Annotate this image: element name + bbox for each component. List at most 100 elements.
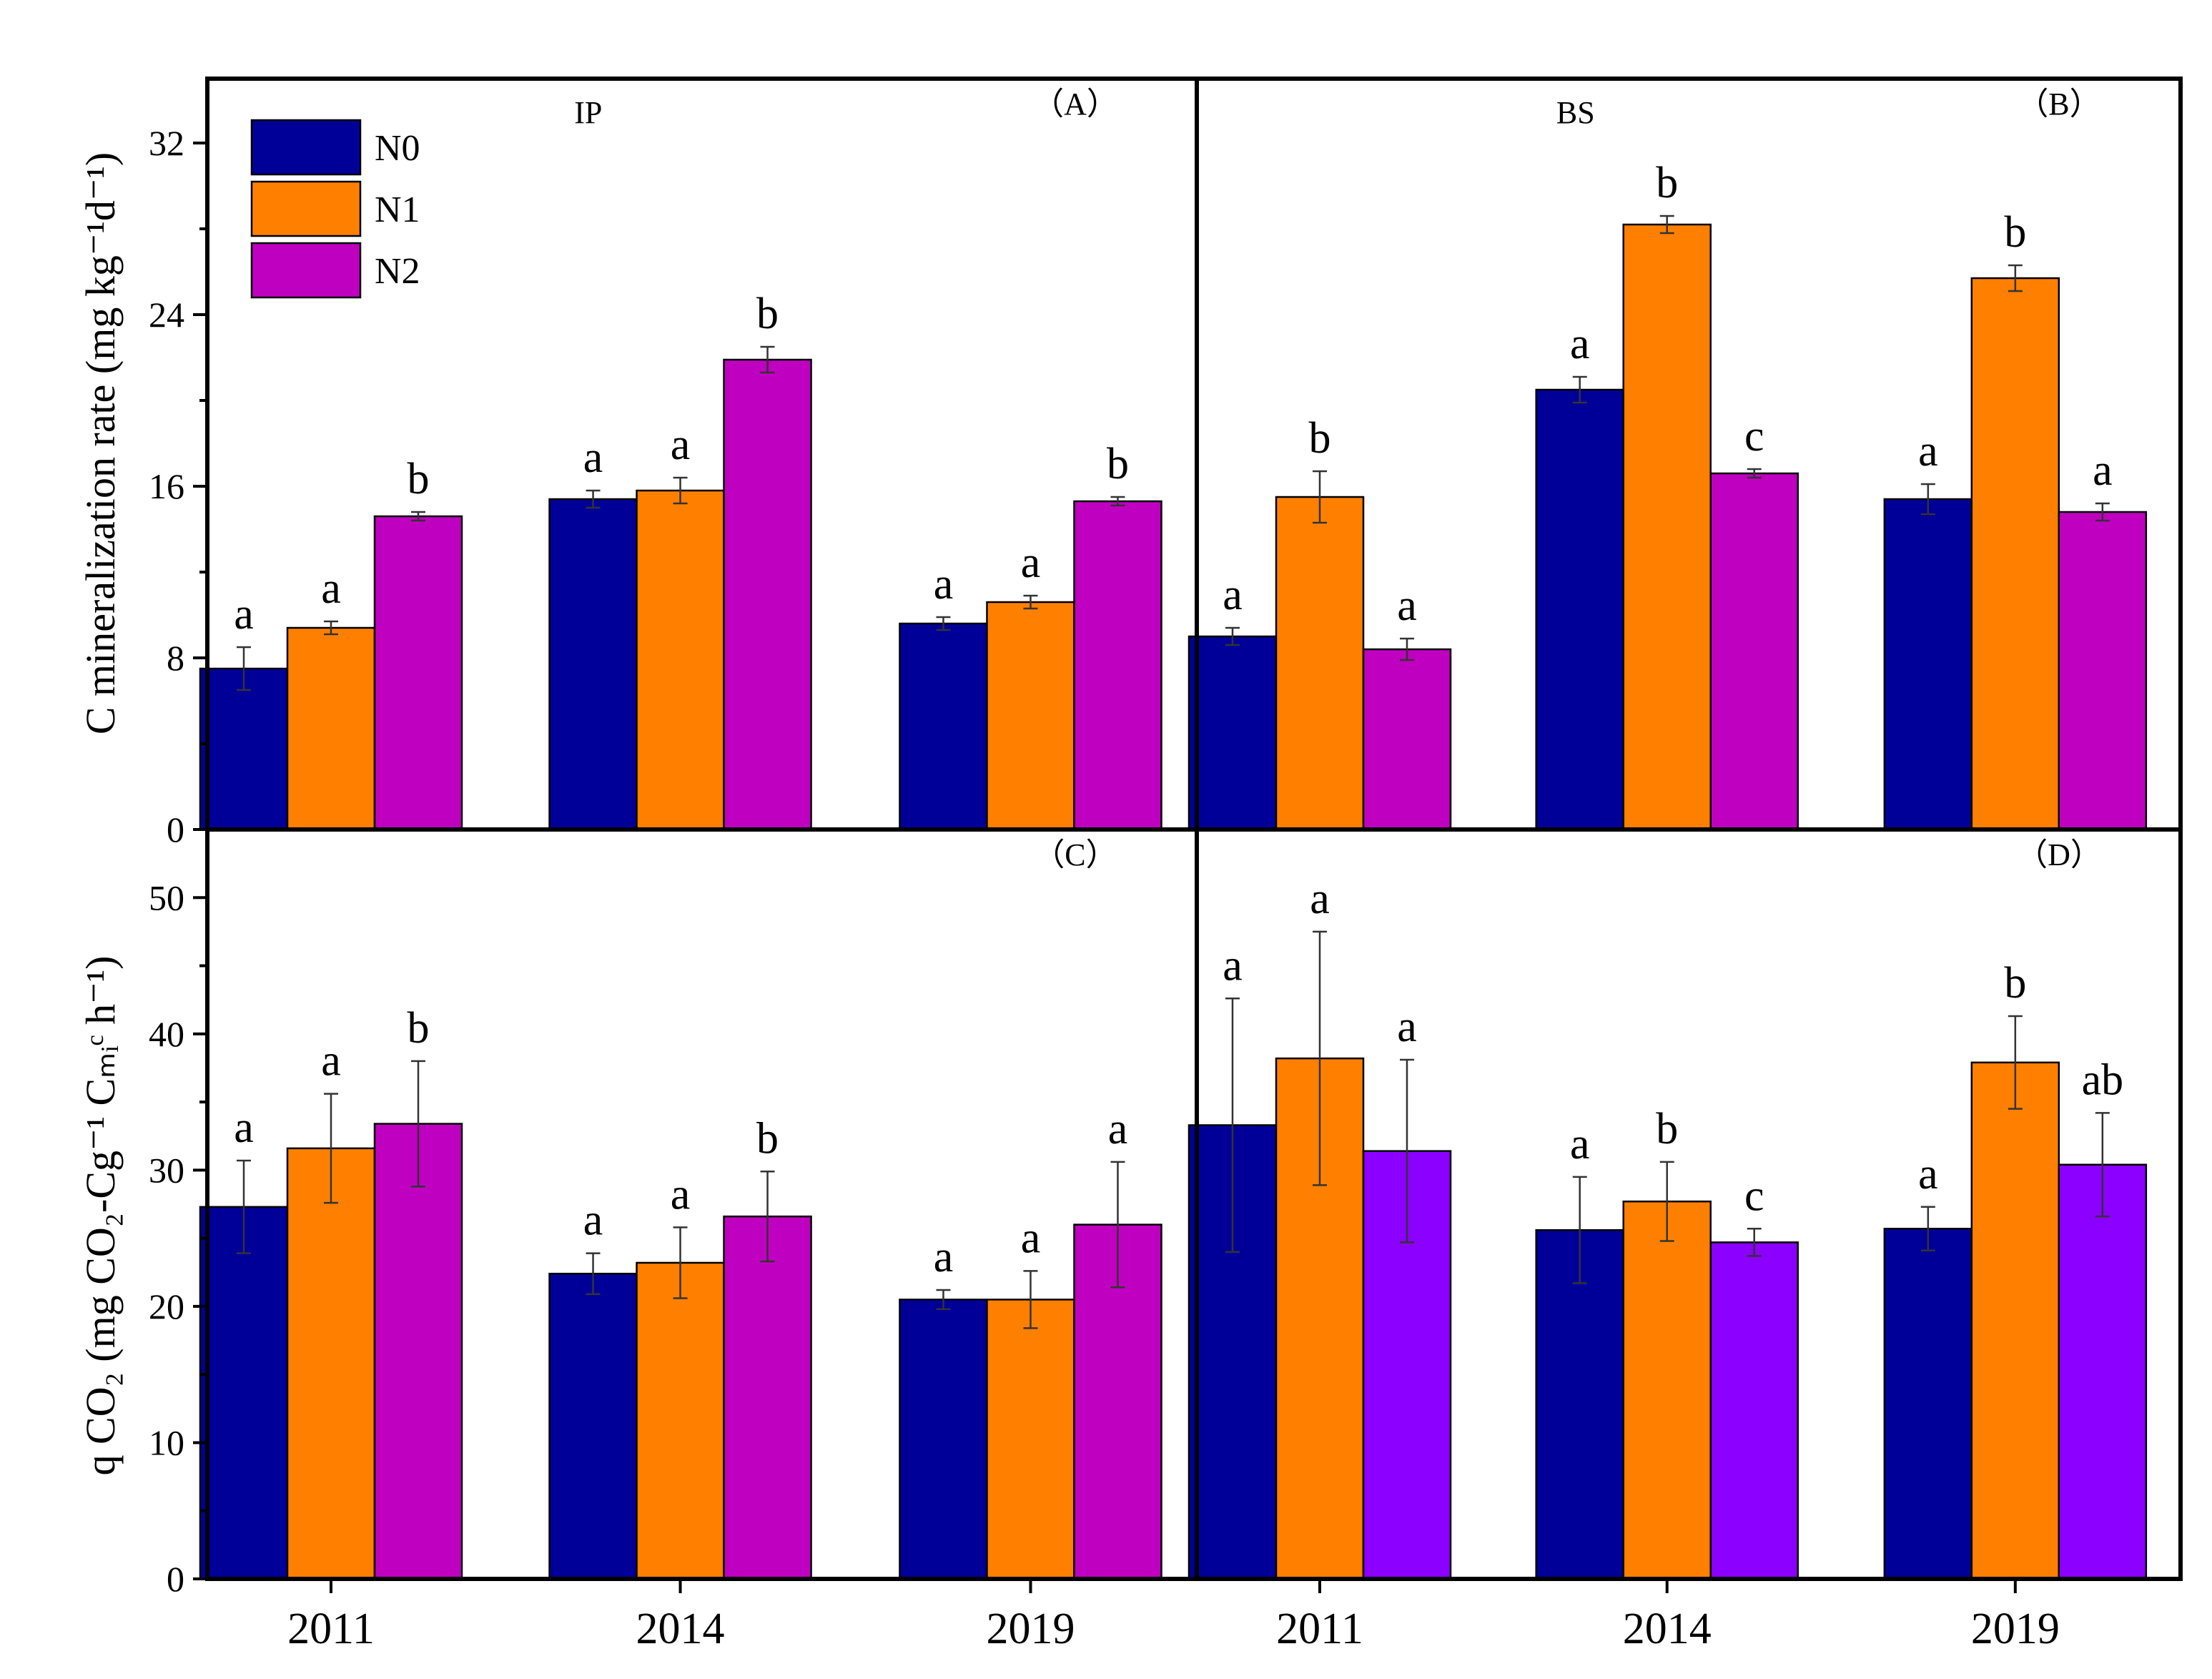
bar-A-N2-2019 [1073, 500, 1162, 831]
bar-D-N0-2014 [1535, 1229, 1624, 1580]
bar-B-N0-2011 [1188, 635, 1278, 831]
frames-layer [193, 77, 2183, 1593]
bars-layer [199, 119, 2148, 1580]
bar-C-N2-2011 [373, 1123, 463, 1580]
panel-label-D: （D） [2016, 837, 2102, 872]
error-bar-B-N0-2019 [1920, 483, 1935, 516]
legend-label-N2: N2 [375, 251, 420, 292]
sig-label-B-N1-2014: b [1656, 159, 1678, 207]
error-bar-C-N0-2019 [936, 1289, 951, 1310]
bar-B-N2-2014 [1709, 472, 1799, 831]
bar-A-N0-2011 [199, 667, 289, 831]
y-tick-label-C: 10 [149, 1422, 184, 1462]
error-bar-D-N0-2019 [1920, 1206, 1935, 1252]
sig-label-D-N2-2011: a [1397, 1003, 1417, 1051]
error-bar-C-N1-2011 [324, 1093, 338, 1204]
error-bar-B-N2-2011 [1400, 637, 1414, 661]
y-axis-title-bottom: q CO₂ (mg CO₂-Cg⁻¹ Cₘᵢᶜ h⁻¹) [77, 956, 124, 1476]
bar-B-N1-2011 [1275, 496, 1365, 831]
panel-frame-D [1195, 827, 2183, 1581]
sig-label-D-N1-2014: b [1656, 1105, 1678, 1153]
sig-label-A-N2-2014: b [756, 290, 779, 338]
sig-label-C-N0-2014: a [583, 1196, 603, 1245]
error-bar-C-N1-2014 [673, 1226, 688, 1299]
sig-label-B-N2-2019: a [2093, 446, 2113, 495]
error-bar-A-N2-2019 [1110, 496, 1125, 507]
sig-label-B-N0-2014: a [1570, 320, 1590, 368]
bar-A-N2-2014 [723, 358, 812, 831]
sig-label-D-N0-2014: a [1570, 1120, 1590, 1168]
bar-C-N1-2019 [986, 1299, 1075, 1580]
sig-label-C-N1-2014: a [671, 1170, 691, 1218]
sig-label-C-N0-2019: a [934, 1233, 954, 1281]
bar-B-N2-2019 [2058, 511, 2148, 831]
sig-label-C-N2-2019: a [1108, 1105, 1128, 1153]
sig-label-D-N2-2014: c [1744, 1171, 1764, 1220]
error-bar-C-N2-2014 [760, 1171, 775, 1263]
bar-B-N1-2019 [1970, 277, 2060, 831]
y-tick-label-C: 0 [167, 1559, 184, 1599]
error-bar-D-N2-2011 [1400, 1058, 1414, 1244]
bar-D-N2-2019 [2058, 1163, 2148, 1580]
error-bar-D-N2-2019 [2095, 1112, 2110, 1218]
bar-C-N2-2014 [723, 1215, 812, 1580]
error-bar-A-N0-2014 [586, 489, 601, 509]
sig-label-A-N1-2019: a [1021, 538, 1041, 587]
error-bar-B-N0-2011 [1225, 626, 1240, 646]
x-tick-label-C-2019: 2019 [986, 1605, 1075, 1653]
error-bar-B-N1-2019 [2008, 264, 2023, 292]
y-tick-label-A: 8 [167, 638, 184, 678]
error-bar-B-N1-2014 [1659, 215, 1674, 235]
error-bar-D-N2-2014 [1747, 1228, 1762, 1257]
sig-label-C-N1-2011: a [321, 1037, 341, 1085]
sig-label-C-N2-2011: b [408, 1004, 430, 1053]
bar-B-N1-2014 [1622, 223, 1712, 831]
bar-D-N2-2014 [1709, 1241, 1799, 1580]
bar-C-N1-2011 [286, 1147, 376, 1580]
sig-label-C-N0-2011: a [234, 1103, 254, 1152]
sig-label-D-N2-2019: ab [2082, 1055, 2124, 1104]
sig-label-A-N0-2019: a [934, 560, 954, 609]
sig-label-D-N1-2019: b [2004, 959, 2026, 1008]
error-bar-C-N0-2011 [237, 1159, 251, 1254]
y-tick-label-A: 24 [149, 295, 184, 335]
bar-D-N1-2014 [1622, 1200, 1712, 1580]
error-bar-A-N2-2011 [411, 511, 425, 522]
sig-label-A-N2-2019: b [1107, 440, 1129, 488]
bar-D-N0-2019 [1883, 1228, 1973, 1580]
error-bar-D-N1-2011 [1313, 930, 1327, 1186]
x-tick-label-C-2011: 2011 [287, 1605, 375, 1653]
sig-label-B-N2-2014: c [1744, 412, 1764, 461]
bar-B-N2-2011 [1362, 648, 1452, 831]
site-label-B: BS [1556, 95, 1595, 130]
y-tick-label-C: 50 [149, 877, 184, 917]
sig-label-B-N0-2019: a [1918, 427, 1938, 476]
error-bar-C-N2-2019 [1110, 1161, 1125, 1289]
error-bar-A-N1-2011 [324, 620, 338, 636]
error-bar-A-N2-2014 [760, 345, 775, 374]
x-tick-label-C-2014: 2014 [636, 1605, 725, 1653]
panel-label-C: （C） [1033, 837, 1117, 872]
error-bar-A-N1-2019 [1023, 594, 1038, 610]
error-bar-D-N1-2014 [1659, 1161, 1674, 1242]
sig-label-D-N0-2019: a [1918, 1150, 1938, 1198]
bar-A-N1-2014 [636, 489, 725, 831]
bar-B-N0-2014 [1535, 388, 1624, 831]
bar-C-N0-2014 [548, 1272, 638, 1580]
sig-label-A-N1-2014: a [671, 420, 691, 469]
sig-label-C-N1-2019: a [1021, 1213, 1041, 1262]
sig-label-B-N1-2011: b [1309, 414, 1331, 463]
legend-swatch-N0 [250, 119, 362, 176]
bar-A-N1-2011 [286, 626, 376, 831]
error-bar-C-N1-2019 [1023, 1270, 1038, 1329]
sig-label-B-N1-2019: b [2004, 208, 2026, 257]
error-bar-D-N0-2011 [1225, 998, 1240, 1253]
sig-label-A-N2-2011: b [408, 455, 430, 503]
sig-label-B-N2-2011: a [1397, 581, 1417, 630]
text-layer: aaaaaabbb08162432（A）IPN0N1N2aaabbbaca（B）… [149, 87, 2123, 1653]
panel-label-A: （A） [1032, 87, 1118, 122]
panel-label-B: （B） [2017, 87, 2100, 122]
bar-A-N0-2014 [548, 498, 638, 831]
sig-label-D-N1-2011: a [1310, 875, 1330, 923]
